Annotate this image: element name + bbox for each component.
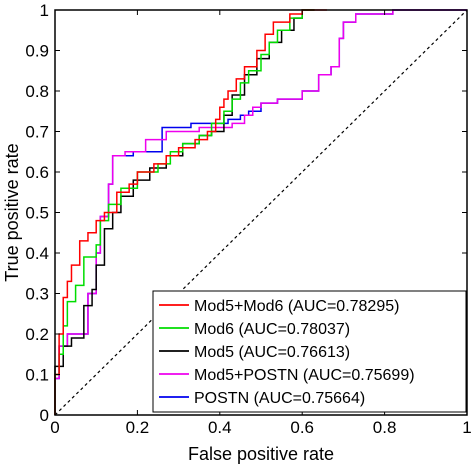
legend-entry-label: Mod5+Mod6 (AUC=0.78295) — [194, 298, 399, 315]
y-tick-label: 0.4 — [25, 244, 49, 263]
y-tick-label: 0 — [40, 406, 49, 425]
x-tick-label: 0 — [50, 418, 59, 437]
x-tick-label: 1 — [462, 418, 471, 437]
y-tick-label: 0.7 — [25, 123, 49, 142]
x-tick-label: 0.6 — [290, 418, 314, 437]
x-tick-label: 0.8 — [373, 418, 397, 437]
roc-curve-mod5-postn — [54, 9, 467, 415]
legend-entry-label: Mod5 (AUC=0.76613) — [194, 344, 350, 361]
y-axis-label: True positive rate — [2, 143, 22, 281]
y-tick-label: 0.9 — [25, 42, 49, 61]
y-tick-label: 0.2 — [25, 325, 49, 344]
legend-box — [152, 290, 467, 413]
y-tick-label: 0.1 — [25, 366, 49, 385]
x-tick-label: 0.4 — [208, 418, 232, 437]
reference-diagonal-layer — [54, 9, 468, 416]
roc-curves-layer — [54, 9, 467, 415]
x-axis-label: False positive rate — [188, 444, 334, 464]
axis-ticks-layer: 0 0.2 0.4 0.6 0.8 1 0 0.1 0.2 0.3 0.4 0.5 0.6 0.7 0.8 0… — [25, 1, 471, 437]
y-tick-label: 0.5 — [25, 204, 49, 223]
reference-diagonal-line — [54, 9, 468, 416]
y-tick-label: 0.6 — [25, 163, 49, 182]
legend-entry-label: POSTN (AUC=0.75664) — [194, 390, 365, 407]
roc-curve-mod6 — [54, 9, 315, 415]
legend-entry-label: Mod6 (AUC=0.78037) — [194, 321, 350, 338]
legend: Mod5+Mod6 (AUC=0.78295) Mod6 (AUC=0.78037… — [152, 290, 467, 413]
y-tick-label: 1 — [40, 1, 49, 20]
y-tick-label: 0.8 — [25, 82, 49, 101]
legend-entry-label: Mod5+POSTN (AUC=0.75699) — [194, 367, 415, 384]
y-tick-label: 0.3 — [25, 285, 49, 304]
x-tick-label: 0.2 — [126, 418, 150, 437]
roc-curve-mod5-mod6 — [54, 9, 327, 415]
